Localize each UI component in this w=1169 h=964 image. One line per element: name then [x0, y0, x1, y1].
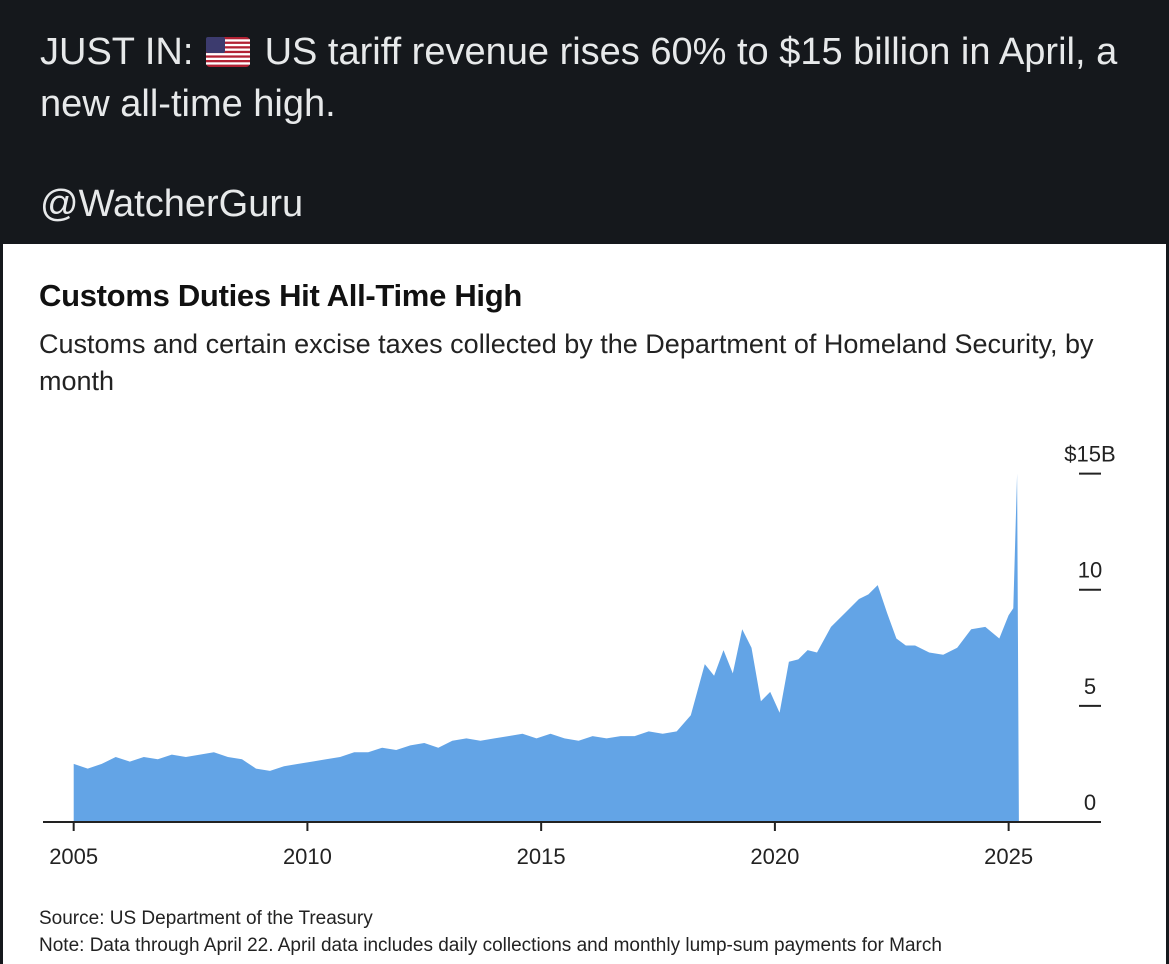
tweet-handle[interactable]: @WatcherGuru	[40, 183, 304, 225]
x-tick-label-2005: 2005	[49, 844, 98, 869]
area-chart: 2005 2010 2015 2020 2025 0 5 10 $15B	[43, 442, 1116, 869]
y-tick-label-5: 5	[1084, 674, 1096, 699]
y-tick-label-15: $15B	[1064, 442, 1115, 467]
chart-note: Note: Data through April 22. April data …	[39, 935, 942, 956]
chart-source: Source: US Department of the Treasury	[39, 908, 373, 929]
tweet-body: US tariff revenue rises 60% to $15 billi…	[40, 31, 1118, 125]
us-flag-icon	[206, 37, 250, 67]
chart-title: Customs Duties Hit All-Time High	[39, 278, 522, 313]
y-tick-label-10: 10	[1078, 558, 1102, 583]
y-tick-label-0: 0	[1084, 790, 1096, 815]
chart-subtitle: Customs and certain excise taxes collect…	[39, 329, 1094, 396]
x-tick-label-2025: 2025	[984, 844, 1033, 869]
series-area-0	[73, 473, 1019, 822]
tweet-header: JUST IN: US tariff revenue rises 60% to …	[0, 0, 1169, 244]
chart-card: Customs Duties Hit All-Time High Customs…	[3, 244, 1166, 964]
x-tick-label-2015: 2015	[517, 844, 566, 869]
x-tick-label-2020: 2020	[750, 844, 799, 869]
tweet-headline: JUST IN: US tariff revenue rises 60% to …	[40, 26, 1140, 130]
tweet-prefix: JUST IN:	[40, 31, 194, 73]
x-tick-label-2010: 2010	[283, 844, 332, 869]
